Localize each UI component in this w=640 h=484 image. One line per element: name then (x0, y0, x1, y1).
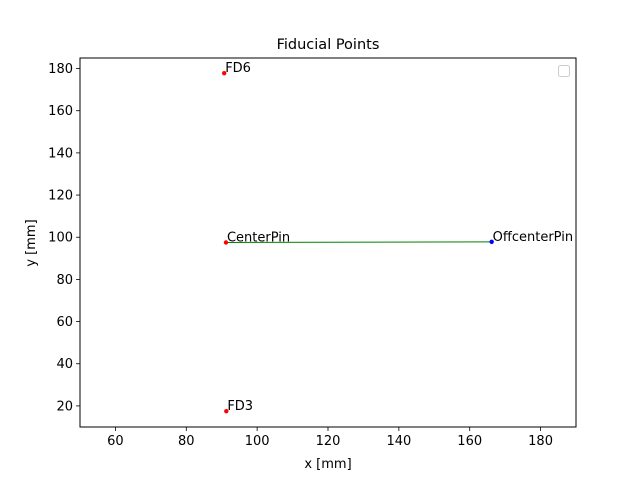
y-tick-label: 140 (48, 146, 73, 161)
y-tick-label: 20 (56, 399, 73, 414)
x-tick-label: 160 (457, 434, 482, 449)
legend-box (558, 65, 570, 77)
x-axis: 60 80 100 120 140 160 180 (107, 427, 553, 449)
scatter-point (221, 70, 227, 76)
y-tick-label: 180 (48, 62, 73, 77)
x-tick-label: 120 (316, 434, 341, 449)
point-label: CenterPin (227, 231, 290, 246)
scatter-point (489, 239, 494, 245)
x-tick-label: 180 (528, 434, 553, 449)
y-tick-label: 40 (56, 357, 73, 372)
point-label: FD3 (227, 399, 253, 414)
x-tick-label: 100 (245, 434, 270, 449)
scatter-point (224, 408, 229, 414)
scatter-point (223, 240, 229, 245)
y-axis: 20 40 60 80 100 120 140 160 180 (48, 62, 80, 414)
x-axis-label: x [mm] (304, 457, 351, 472)
plot-area: FD6 CenterPin OffcenterPin FD3 (221, 61, 573, 414)
y-tick-label: 60 (56, 315, 73, 330)
y-tick-label: 100 (48, 231, 73, 246)
y-tick-label: 80 (56, 273, 73, 288)
plot-frame (79, 57, 577, 428)
x-tick-label: 140 (386, 434, 411, 449)
x-tick-label: 80 (178, 434, 195, 449)
y-tick-label: 120 (48, 189, 73, 204)
chart-title: Fiducial Points (277, 37, 380, 53)
point-label: FD6 (225, 61, 251, 76)
y-tick-label: 160 (48, 104, 73, 119)
connecting-line (225, 241, 492, 243)
point-label: OffcenterPin (493, 230, 573, 245)
x-tick-label: 60 (107, 434, 124, 449)
y-axis-label: y [mm] (24, 219, 39, 266)
